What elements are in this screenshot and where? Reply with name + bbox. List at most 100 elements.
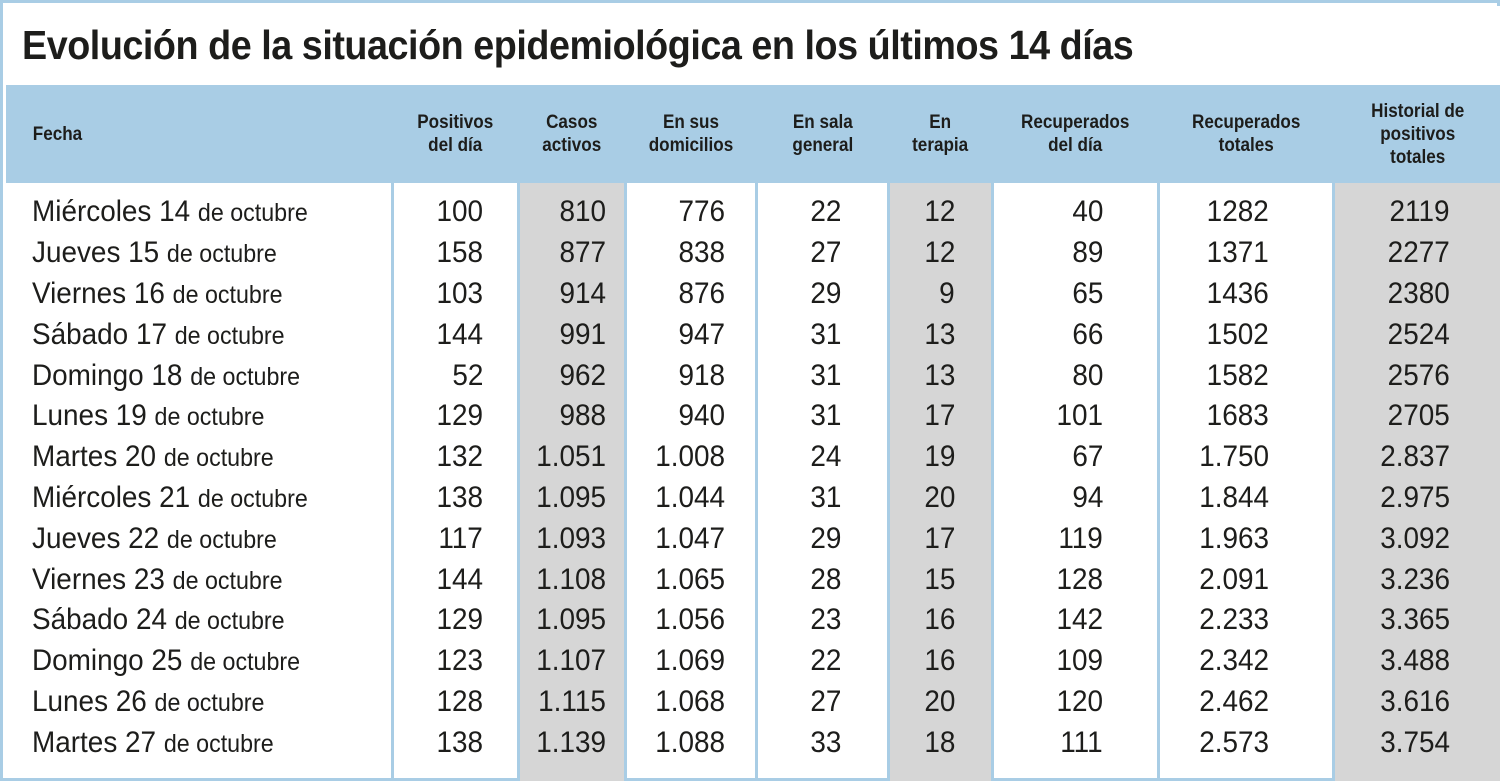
value-cell: 17 xyxy=(923,521,955,555)
value-cell: 29 xyxy=(809,276,841,310)
value-cell: 2.837 xyxy=(1380,440,1450,474)
value-cell: 2.975 xyxy=(1380,480,1450,514)
value-cell: 3.616 xyxy=(1380,684,1450,718)
date-cell: Viernes 23 de octubre xyxy=(32,559,391,600)
value-cell: 103 xyxy=(436,276,483,310)
value-cell: 23 xyxy=(809,603,841,637)
value-cell: 914 xyxy=(559,276,606,310)
value-cell: 16 xyxy=(923,603,955,637)
value-cell: 1.963 xyxy=(1199,521,1269,555)
date-cell: Lunes 26 de octubre xyxy=(32,682,391,723)
value-cell: 22 xyxy=(809,644,841,678)
table-row: Miércoles 21 de octubre 138 1.095 1.044 31 20… xyxy=(6,478,1500,519)
value-cell: 1.108 xyxy=(536,562,606,596)
date-cell: Miércoles 14 de octubre xyxy=(32,192,391,233)
value-cell: 1.095 xyxy=(536,603,606,637)
column-divider xyxy=(624,85,627,781)
value-cell: 111 xyxy=(1060,725,1103,759)
date-day: Jueves 22 xyxy=(32,521,167,555)
table-row: Miércoles 14 de octubre 100 810 776 22 12 40 12… xyxy=(6,192,1500,233)
data-table: Fecha Positivos del día Casos activos En su… xyxy=(6,85,1500,781)
value-cell: 27 xyxy=(809,684,841,718)
value-cell: 31 xyxy=(809,317,841,351)
table-row: Viernes 23 de octubre 144 1.108 1.065 28 15 12… xyxy=(6,559,1500,600)
value-cell: 27 xyxy=(809,236,841,270)
column-header: Positivos del día xyxy=(394,85,517,183)
value-cell: 100 xyxy=(436,195,483,229)
date-month: de octubre xyxy=(172,280,283,309)
value-cell: 16 xyxy=(923,644,955,678)
value-cell: 2705 xyxy=(1387,399,1450,433)
value-cell: 2119 xyxy=(1390,195,1450,229)
value-cell: 3.365 xyxy=(1380,603,1450,637)
value-cell: 1436 xyxy=(1206,276,1269,310)
value-cell: 13 xyxy=(923,317,955,351)
value-cell: 109 xyxy=(1056,644,1103,678)
date-month: de octubre xyxy=(163,729,274,758)
value-cell: 22 xyxy=(809,195,841,229)
value-cell: 1.088 xyxy=(655,725,725,759)
date-month: de octubre xyxy=(190,362,301,391)
value-cell: 2.233 xyxy=(1199,603,1269,637)
value-cell: 3.092 xyxy=(1380,521,1450,555)
value-cell: 2.462 xyxy=(1199,684,1269,718)
value-cell: 132 xyxy=(436,440,483,474)
value-cell: 776 xyxy=(678,195,725,229)
value-cell: 20 xyxy=(923,480,955,514)
value-cell: 19 xyxy=(923,440,955,474)
value-cell: 31 xyxy=(809,358,841,392)
date-day: Sábado 24 xyxy=(32,603,175,637)
value-cell: 89 xyxy=(1071,236,1103,270)
table-row: Domingo 18 de octubre 52 962 918 31 13 80 1582 2… xyxy=(6,355,1500,396)
date-day: Jueves 15 xyxy=(32,236,167,270)
value-cell: 18 xyxy=(923,725,955,759)
column-header: Recuperados del día xyxy=(994,85,1157,183)
value-cell: 988 xyxy=(559,399,606,433)
date-day: Viernes 16 xyxy=(32,276,173,310)
date-month: de octubre xyxy=(163,444,274,473)
column-header: En sala general xyxy=(758,85,887,183)
column-divider xyxy=(517,85,520,781)
column-header-label: En terapia xyxy=(912,112,969,156)
value-cell: 1502 xyxy=(1206,317,1269,351)
value-cell: 2.342 xyxy=(1199,644,1269,678)
value-cell: 1.008 xyxy=(655,440,725,474)
date-cell: Domingo 25 de octubre xyxy=(32,641,391,682)
value-cell: 120 xyxy=(1056,684,1103,718)
value-cell: 2524 xyxy=(1387,317,1450,351)
value-cell: 3.488 xyxy=(1380,644,1450,678)
value-cell: 838 xyxy=(678,236,725,270)
value-cell: 940 xyxy=(678,399,725,433)
value-cell: 877 xyxy=(559,236,606,270)
value-cell: 1282 xyxy=(1206,195,1269,229)
date-day: Martes 27 xyxy=(32,725,164,759)
table-row: Domingo 25 de octubre 123 1.107 1.069 22 16 10… xyxy=(6,641,1500,682)
table-row: Sábado 17 de octubre 144 991 947 31 13 66 1502 2… xyxy=(6,314,1500,355)
value-cell: 947 xyxy=(678,317,725,351)
column-header: Recuperados totales xyxy=(1160,85,1332,183)
value-cell: 876 xyxy=(678,276,725,310)
table-row: Viernes 16 de octubre 103 914 876 29 9 65 1436 2… xyxy=(6,274,1500,315)
value-cell: 9 xyxy=(939,276,955,310)
table-row: Martes 27 de octubre 138 1.139 1.088 33 18 111… xyxy=(6,722,1500,763)
value-cell: 918 xyxy=(678,358,725,392)
value-cell: 138 xyxy=(436,480,483,514)
date-month: de octubre xyxy=(174,321,285,350)
value-cell: 117 xyxy=(438,521,483,555)
table-body: Miércoles 14 de octubre 100 810 776 22 12 40 12… xyxy=(6,192,1500,763)
value-cell: 33 xyxy=(809,725,841,759)
column-divider xyxy=(755,85,758,781)
value-cell: 123 xyxy=(436,644,483,678)
shaded-column-bg xyxy=(520,85,624,781)
column-header: En sus domicilios xyxy=(627,85,755,183)
shaded-column-bg xyxy=(1335,85,1500,781)
value-cell: 65 xyxy=(1071,276,1103,310)
table-header-band xyxy=(6,85,1500,183)
page-title: Evolución de la situación epidemiológica… xyxy=(22,22,1134,68)
column-header: En terapia xyxy=(890,85,991,183)
column-header-label: Casos activos xyxy=(542,112,602,156)
value-cell: 3.236 xyxy=(1380,562,1450,596)
date-cell: Martes 20 de octubre xyxy=(32,437,391,478)
table-row: Lunes 19 de octubre 129 988 940 31 17 101 1683 2… xyxy=(6,396,1500,437)
value-cell: 1.844 xyxy=(1199,480,1269,514)
